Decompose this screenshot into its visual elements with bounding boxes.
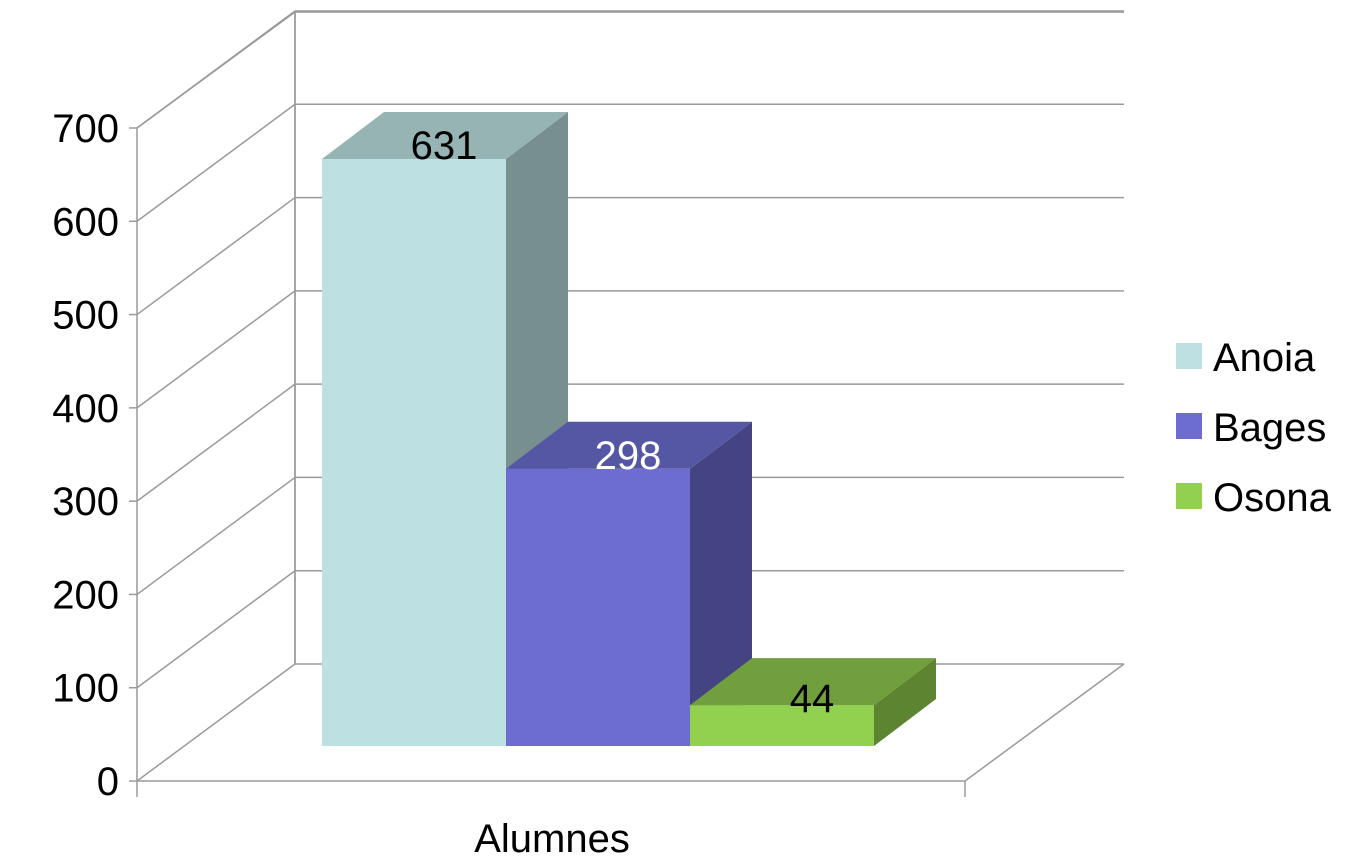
x-category-label: Alumnes	[474, 817, 630, 857]
legend-label-anoia: Anoia	[1213, 336, 1316, 380]
y-tick-label: 100	[52, 667, 119, 711]
bar-side-face	[874, 658, 936, 746]
y-axis-tick-labels: 0 100 200 300 400 500 600 700	[52, 107, 119, 804]
bar-front-face	[690, 705, 874, 746]
bars	[322, 112, 936, 746]
legend-swatch-anoia	[1176, 343, 1202, 369]
legend-swatch-bages	[1176, 413, 1202, 439]
floor-right-edge	[964, 663, 1125, 782]
bar-side-face	[690, 421, 752, 746]
y-tick-label: 200	[52, 573, 119, 617]
data-label-anoia: 631	[411, 124, 478, 168]
axes	[129, 127, 1125, 797]
legend-swatch-osona	[1176, 483, 1202, 509]
bar-top-face	[506, 421, 752, 469]
data-label-bages: 298	[595, 434, 662, 478]
bar-front-face	[322, 159, 506, 746]
gridline-side	[136, 196, 296, 316]
legend-label-bages: Bages	[1213, 406, 1326, 450]
y-tick-label: 300	[52, 480, 119, 524]
y-tick-label: 700	[52, 107, 119, 151]
gridline-side	[136, 663, 296, 782]
gridline-side-top	[136, 11, 296, 129]
bar-top-face	[322, 112, 568, 159]
y-tick-label: 500	[52, 294, 119, 338]
y-tick-label: 0	[97, 760, 119, 804]
gridline-side	[136, 290, 296, 409]
bar-osona	[690, 658, 936, 746]
gridline-side	[136, 570, 296, 689]
legend-label-osona: Osona	[1213, 476, 1332, 520]
data-label-osona: 44	[790, 677, 835, 721]
gridline-side	[136, 476, 296, 596]
gridline-side	[136, 103, 296, 222]
data-labels: 631 298 44	[411, 124, 835, 721]
legend: Anoia Bages Osona	[1176, 336, 1332, 520]
bar-front-face	[506, 468, 690, 746]
gridline-side	[136, 383, 296, 502]
y-tick-label: 400	[52, 387, 119, 431]
bar-bages	[506, 421, 752, 746]
y-tick-label: 600	[52, 200, 119, 244]
bar-top-face	[690, 658, 936, 706]
